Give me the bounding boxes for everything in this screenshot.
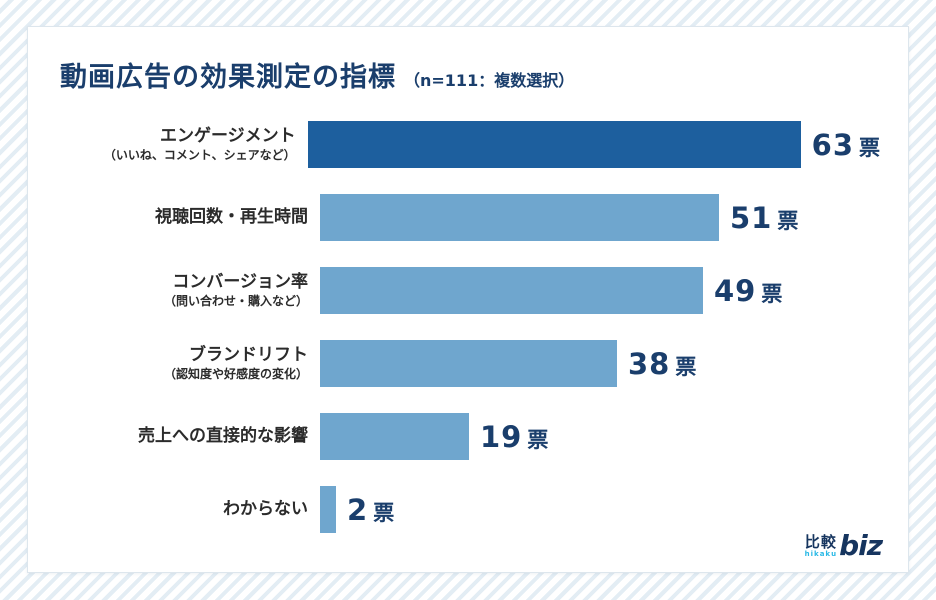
value-number: 2 — [347, 492, 369, 527]
row-label-sub: （問い合わせ・購入など） — [163, 293, 308, 308]
chart-card-inner: 動画広告の効果測定の指標 （n=111：複数選択） エンゲージメント （いいね、… — [28, 27, 908, 572]
row-label: コンバージョン率 （問い合わせ・購入など） — [58, 272, 308, 308]
brand-logo: 比較 hikaku biz — [805, 529, 883, 562]
bar-area: 63 票 — [307, 108, 880, 181]
row-label: 視聴回数・再生時間 — [58, 207, 308, 228]
brand-logo-romaji: hikaku — [804, 550, 838, 558]
bar-area: 49 票 — [320, 254, 880, 327]
bar — [307, 121, 801, 168]
value-number: 51 — [730, 200, 773, 235]
value-unit: 票 — [675, 354, 697, 379]
bar — [320, 267, 703, 314]
bar-area: 38 票 — [320, 327, 880, 400]
value-label: 38 票 — [628, 347, 696, 381]
value-label: 63 票 — [812, 128, 880, 162]
row-label-sub: （いいね、コメント、シェアなど） — [103, 147, 296, 162]
brand-logo-kanji: 比較 — [804, 533, 837, 551]
row-label-main: 視聴回数・再生時間 — [155, 206, 308, 227]
value-label: 19 票 — [480, 420, 548, 454]
bar-area: 2 票 — [320, 473, 880, 546]
value-label: 51 票 — [730, 201, 798, 235]
value-unit: 票 — [859, 135, 880, 160]
bar — [320, 340, 617, 387]
brand-logo-left: 比較 hikaku — [805, 535, 837, 558]
chart-card: 動画広告の効果測定の指標 （n=111：複数選択） エンゲージメント （いいね、… — [27, 26, 909, 573]
chart-rows: エンゲージメント （いいね、コメント、シェアなど） 63 票 視聴回数・再生時間 — [58, 108, 880, 546]
value-label: 2 票 — [347, 493, 394, 527]
value-number: 19 — [480, 419, 523, 454]
chart-row: コンバージョン率 （問い合わせ・購入など） 49 票 — [58, 254, 880, 327]
chart-subtitle: （n=111：複数選択） — [404, 71, 575, 90]
chart-row: エンゲージメント （いいね、コメント、シェアなど） 63 票 — [58, 108, 880, 181]
chart-row: 売上への直接的な影響 19 票 — [58, 400, 880, 473]
bar — [320, 413, 469, 460]
row-label-main: エンゲージメント — [159, 126, 296, 147]
value-number: 49 — [714, 273, 757, 308]
value-number: 63 — [811, 127, 854, 162]
value-unit: 票 — [761, 281, 783, 306]
bar-area: 51 票 — [320, 181, 880, 254]
row-label: 売上への直接的な影響 — [58, 426, 308, 447]
value-unit: 票 — [777, 208, 799, 233]
value-unit: 票 — [527, 427, 549, 452]
row-label-main: コンバージョン率 — [172, 272, 308, 293]
value-label: 49 票 — [714, 274, 782, 308]
chart-header: 動画広告の効果測定の指標 （n=111：複数選択） — [60, 55, 880, 94]
chart-title: 動画広告の効果測定の指標 — [60, 62, 396, 93]
value-number: 38 — [628, 346, 671, 381]
value-unit: 票 — [373, 500, 395, 525]
chart-row: わからない 2 票 — [58, 473, 880, 546]
bar-area: 19 票 — [320, 400, 880, 473]
row-label: ブランドリフト （認知度や好感度の変化） — [58, 345, 308, 381]
row-label-main: ブランドリフト — [189, 345, 308, 366]
chart-row: 視聴回数・再生時間 51 票 — [58, 181, 880, 254]
row-label: エンゲージメント （いいね、コメント、シェアなど） — [58, 126, 296, 162]
bar — [320, 194, 719, 241]
brand-logo-biz: biz — [839, 529, 883, 562]
row-label-main: わからない — [223, 498, 308, 519]
row-label-sub: （認知度や好感度の変化） — [163, 366, 308, 381]
row-label-main: 売上への直接的な影響 — [138, 425, 308, 446]
bar — [320, 486, 336, 533]
chart-row: ブランドリフト （認知度や好感度の変化） 38 票 — [58, 327, 880, 400]
row-label: わからない — [58, 499, 308, 520]
